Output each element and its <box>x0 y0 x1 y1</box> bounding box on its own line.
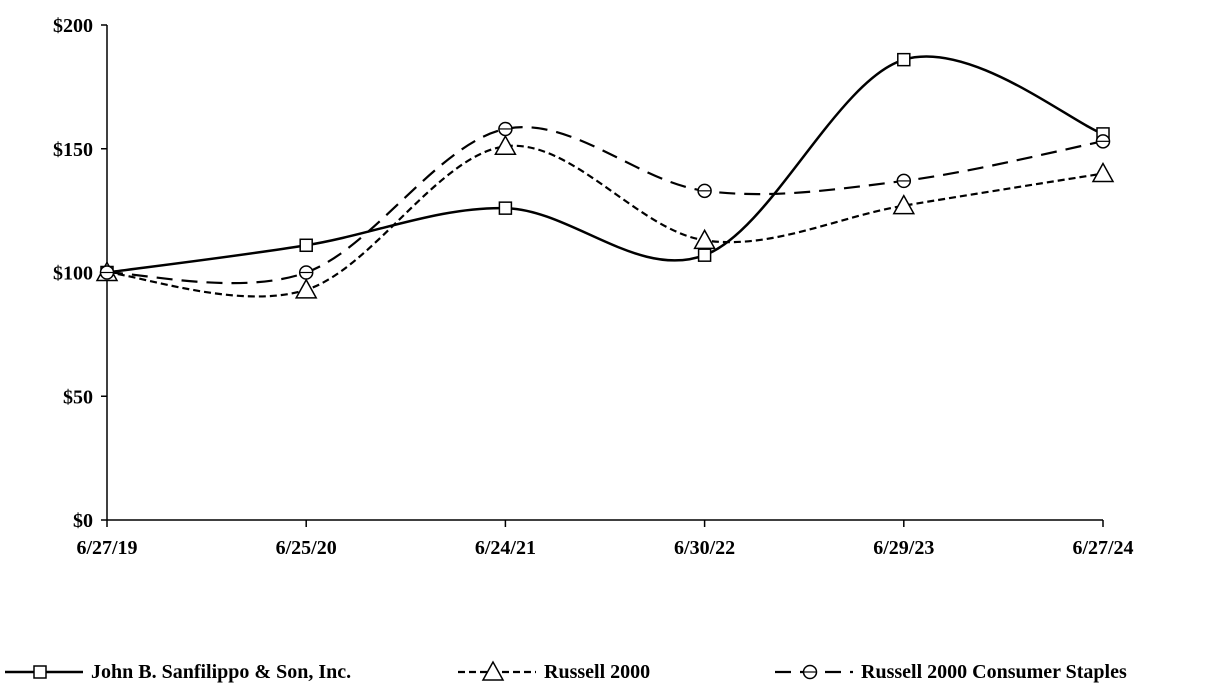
series-line <box>106 144 1104 298</box>
y-tick-label: $100 <box>53 263 93 285</box>
data-point-square <box>897 52 911 67</box>
legend-marker-square <box>33 665 47 679</box>
data-point-circle <box>1095 134 1111 149</box>
x-tick-label: 6/27/24 <box>1072 537 1133 559</box>
series-line <box>106 55 1104 274</box>
y-tick-label: $0 <box>73 510 93 532</box>
data-point-triangle <box>693 228 716 250</box>
data-point-circle <box>498 121 513 137</box>
data-point-circle <box>298 265 314 280</box>
data-point-circle <box>99 265 115 280</box>
legend-item: Russell 2000 Consumer Staples <box>775 661 1127 683</box>
series-0 <box>100 52 1110 280</box>
data-point-square <box>299 238 313 253</box>
data-point-circle <box>697 183 712 199</box>
x-tick-label: 6/30/22 <box>674 537 735 559</box>
series-2 <box>99 121 1111 285</box>
y-axis-ticks: $0 $50 $100 $150 $200 <box>53 15 107 532</box>
legend-label: Russell 2000 Consumer Staples <box>861 661 1127 683</box>
y-tick-label: $50 <box>63 386 93 408</box>
legend-marker-circle <box>802 664 818 680</box>
legend-label: John B. Sanfilippo & Son, Inc. <box>91 661 351 683</box>
data-point-triangle <box>294 278 318 299</box>
data-point-triangle <box>494 134 517 156</box>
x-tick-label: 6/25/20 <box>276 537 337 559</box>
series-line <box>106 126 1104 285</box>
data-point-triangle <box>1091 161 1115 183</box>
data-point-square <box>498 201 513 215</box>
x-tick-label: 6/24/21 <box>475 537 536 559</box>
axes <box>106 25 1103 521</box>
legend-item: Russell 2000 <box>458 660 650 683</box>
x-tick-label: 6/27/19 <box>76 537 137 559</box>
series-lines <box>95 52 1115 299</box>
series-1 <box>95 134 1115 299</box>
legend-item: John B. Sanfilippo & Son, Inc. <box>5 661 351 683</box>
y-tick-label: $150 <box>53 139 93 161</box>
data-point-triangle <box>892 194 916 215</box>
x-axis-ticks: 6/27/19 6/25/20 6/24/21 6/30/22 6/29/23 6/27/… <box>76 520 1134 559</box>
x-tick-label: 6/29/23 <box>873 537 934 559</box>
y-tick-label: $200 <box>53 15 93 37</box>
legend: John B. Sanfilippo & Son, Inc. Russell 20… <box>5 660 1127 683</box>
data-point-circle <box>896 173 912 189</box>
legend-marker-triangle <box>481 660 505 681</box>
data-point-square <box>697 248 712 262</box>
legend-label: Russell 2000 <box>544 661 650 683</box>
